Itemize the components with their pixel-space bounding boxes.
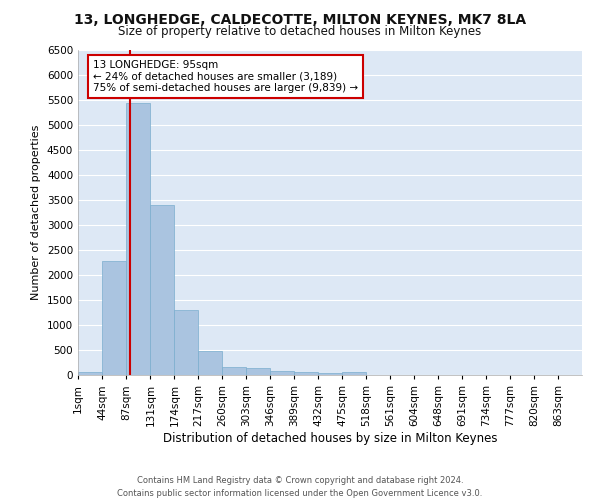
- Text: 13, LONGHEDGE, CALDECOTTE, MILTON KEYNES, MK7 8LA: 13, LONGHEDGE, CALDECOTTE, MILTON KEYNES…: [74, 12, 526, 26]
- Bar: [318, 373, 341, 375]
- Bar: [342, 372, 365, 375]
- Bar: [198, 350, 222, 375]
- Text: 13 LONGHEDGE: 95sqm
← 24% of detached houses are smaller (3,189)
75% of semi-det: 13 LONGHEDGE: 95sqm ← 24% of detached ho…: [93, 60, 358, 93]
- Text: Size of property relative to detached houses in Milton Keynes: Size of property relative to detached ho…: [118, 25, 482, 38]
- Bar: [270, 371, 294, 375]
- Bar: [246, 368, 270, 375]
- Bar: [222, 367, 246, 375]
- X-axis label: Distribution of detached houses by size in Milton Keynes: Distribution of detached houses by size …: [163, 432, 497, 444]
- Y-axis label: Number of detached properties: Number of detached properties: [31, 125, 41, 300]
- Bar: [175, 310, 198, 375]
- Bar: [294, 372, 318, 375]
- Bar: [78, 372, 101, 375]
- Bar: [126, 102, 149, 375]
- Bar: [151, 205, 174, 375]
- Text: Contains HM Land Registry data © Crown copyright and database right 2024.
Contai: Contains HM Land Registry data © Crown c…: [118, 476, 482, 498]
- Bar: [102, 261, 125, 375]
